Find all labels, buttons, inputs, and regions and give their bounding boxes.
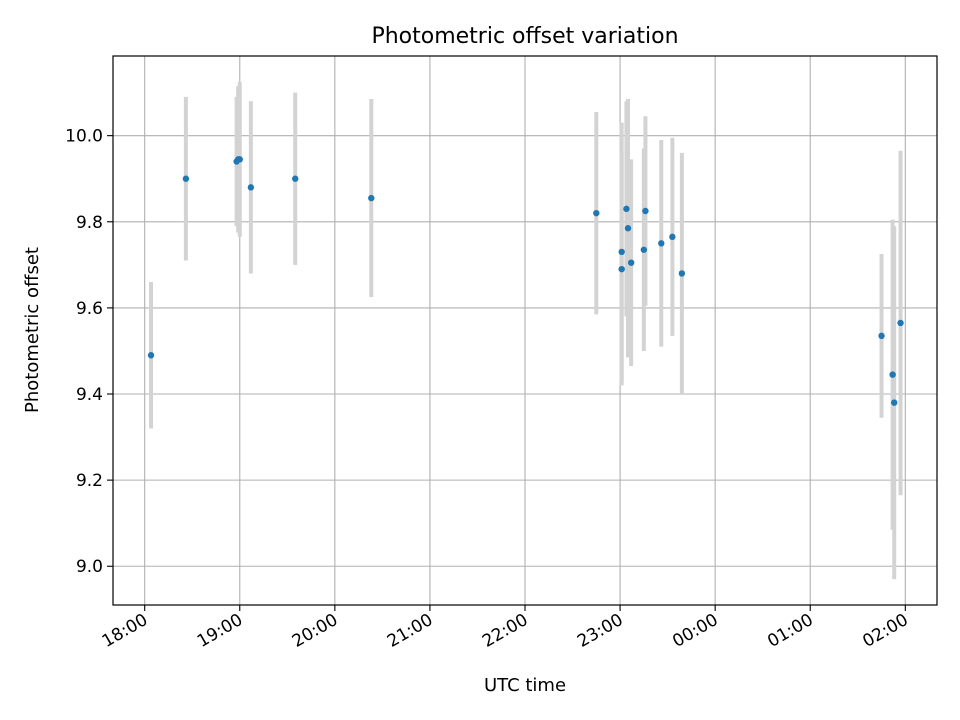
data-point [624, 225, 632, 232]
data-point [889, 371, 896, 378]
data-point [897, 319, 904, 327]
data-point [292, 175, 299, 182]
data-point [147, 352, 155, 359]
data-point [878, 332, 885, 340]
y-tick-label: 9.2 [76, 471, 103, 491]
data-point [640, 246, 648, 253]
data-point [891, 399, 898, 406]
data-point [368, 194, 375, 202]
data-point [623, 205, 630, 213]
chart-title: Photometric offset variation [371, 24, 678, 49]
y-tick-label: 9.4 [76, 385, 103, 405]
data-point [627, 259, 635, 266]
x-axis-title: UTC time [484, 675, 566, 696]
y-axis-ticks: 9.0 9.2 9.4 9.6 9.8 10.0 [65, 127, 113, 577]
data-point [618, 248, 625, 256]
data-point [236, 156, 243, 163]
data-points [147, 156, 904, 406]
y-tick-label: 9.0 [76, 557, 103, 577]
y-tick-label: 10.0 [65, 127, 103, 147]
data-point [618, 265, 625, 273]
y-tick-label: 9.6 [76, 299, 103, 319]
data-point [182, 175, 190, 182]
data-point [593, 209, 600, 217]
data-point [678, 270, 686, 277]
data-point [658, 240, 665, 247]
y-tick-label: 9.8 [76, 213, 103, 233]
data-point [669, 233, 676, 241]
y-axis-title: Photometric offset [22, 247, 43, 413]
data-point [247, 184, 255, 191]
data-point [642, 207, 649, 215]
